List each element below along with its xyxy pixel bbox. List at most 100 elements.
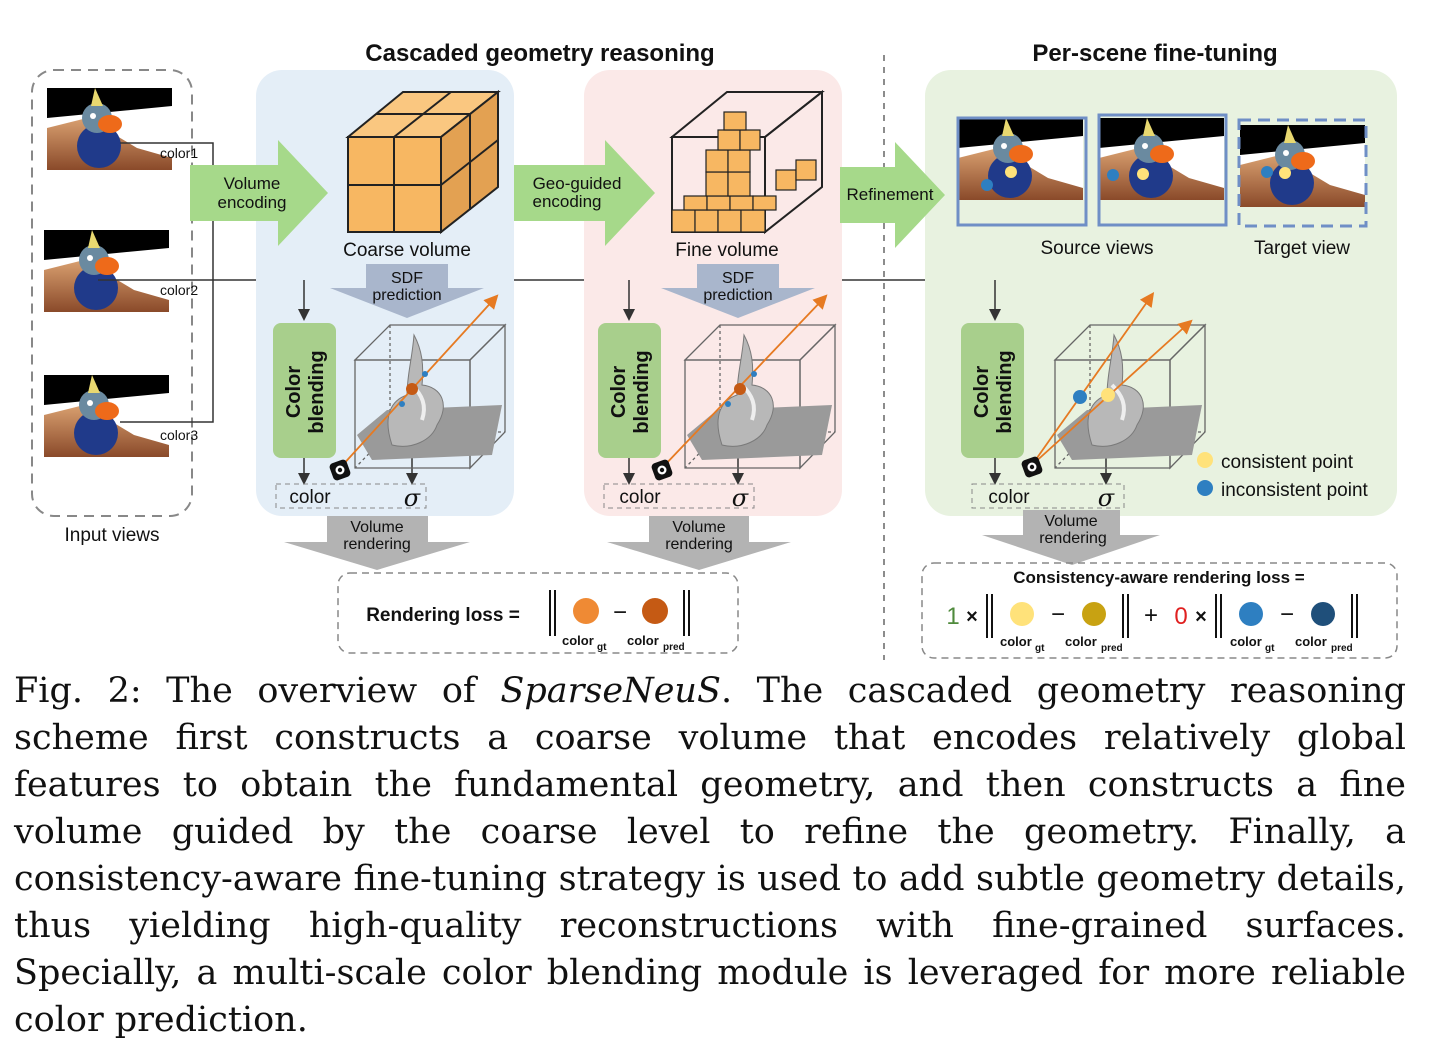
fine-volume-cube: [669, 89, 825, 235]
svg-text:+: +: [1144, 602, 1158, 629]
sdf-prediction-coarse: SDF prediction: [330, 264, 484, 318]
overview-figure: Cascaded geometry reasoning Per-scene fi…: [31, 40, 1398, 660]
output-coarse: color σ: [275, 483, 427, 512]
svg-text:color: color: [1065, 634, 1097, 649]
input-view-3: [44, 375, 169, 457]
output-finetune: color σ: [971, 483, 1125, 512]
geo-guided-arrow: Geo-guided encoding: [514, 140, 655, 246]
rendering-loss-box: Rendering loss = − color gt color pred: [337, 572, 739, 654]
svg-text:0: 0: [1174, 603, 1187, 630]
target-view-label: Target view: [1254, 238, 1350, 259]
svg-text:gt: gt: [597, 642, 607, 653]
svg-text:encoding: encoding: [532, 192, 601, 211]
color-blending-coarse: Color blending: [273, 323, 336, 458]
inconsistent-pred-dot: [1311, 602, 1335, 626]
source-view-1: [956, 116, 1088, 227]
svg-text:color: color: [1000, 634, 1032, 649]
svg-text:pred: pred: [1101, 643, 1123, 654]
input-view-2: [44, 230, 169, 312]
output-fine: color σ: [603, 483, 755, 512]
target-view: [1237, 118, 1368, 228]
svg-text:Volume: Volume: [350, 519, 403, 536]
svg-text:rendering: rendering: [343, 536, 411, 553]
svg-text:rendering: rendering: [1039, 530, 1107, 547]
cascaded-title: Cascaded geometry reasoning: [365, 40, 714, 67]
consistency-loss-box: Consistency-aware rendering loss = 1 × −…: [921, 562, 1398, 659]
svg-text:Rendering loss =: Rendering loss =: [366, 605, 520, 626]
color2-label: color2: [160, 282, 198, 298]
svg-text:1: 1: [946, 603, 959, 630]
svg-text:blending: blending: [631, 350, 653, 433]
svg-text:Volume: Volume: [672, 519, 725, 536]
refinement-arrow: Refinement: [840, 142, 945, 248]
svg-text:Color: Color: [283, 366, 305, 418]
color-blending-fine: Color blending: [598, 323, 661, 458]
caption-body: . The cascaded geometry reasoning scheme…: [14, 671, 1406, 1040]
svg-text:color: color: [619, 487, 661, 508]
caption-prefix: Fig. 2: The overview of: [14, 671, 501, 711]
svg-text:−: −: [613, 599, 627, 626]
svg-text:pred: pred: [1331, 643, 1353, 654]
svg-text:gt: gt: [1265, 643, 1275, 654]
color3-label: color3: [160, 427, 198, 443]
color-gt-dot: [573, 598, 599, 624]
svg-text:Geo-guided: Geo-guided: [533, 174, 622, 193]
svg-text:inconsistent point: inconsistent point: [1221, 480, 1369, 501]
svg-text:color: color: [1230, 634, 1262, 649]
svg-text:rendering: rendering: [665, 536, 733, 553]
svg-text:Color: Color: [971, 366, 993, 418]
svg-text:Volume: Volume: [1044, 513, 1097, 530]
point-legend: consistent point inconsistent point: [1197, 452, 1369, 501]
sdf-prediction-fine: SDF prediction: [661, 264, 815, 318]
svg-text:color: color: [1295, 634, 1327, 649]
svg-text:Refinement: Refinement: [847, 185, 934, 204]
svg-text:color: color: [562, 633, 594, 648]
svg-text:encoding: encoding: [217, 193, 286, 212]
svg-text:σ: σ: [732, 484, 749, 512]
svg-text:pred: pred: [663, 642, 685, 653]
svg-text:Consistency-aware rendering lo: Consistency-aware rendering loss =: [1013, 568, 1305, 587]
volume-encoding-arrow: Volume encoding: [190, 140, 328, 246]
volume-rendering-fine: Volume rendering: [607, 516, 791, 570]
svg-text:σ: σ: [404, 484, 421, 512]
figure-caption: Fig. 2: The overview of SparseNeuS. The …: [14, 668, 1406, 1044]
svg-text:consistent point: consistent point: [1221, 452, 1354, 473]
color-blending-finetune: Color blending: [961, 323, 1024, 458]
inconsistent-gt-dot: [1239, 602, 1263, 626]
finetune-title: Per-scene fine-tuning: [1032, 40, 1277, 67]
svg-text:−: −: [1280, 601, 1294, 628]
svg-text:−: −: [1051, 601, 1065, 628]
svg-text:SDF: SDF: [722, 270, 754, 287]
volume-rendering-finetune: Volume rendering: [982, 510, 1160, 565]
svg-text:SDF: SDF: [391, 270, 423, 287]
finetune-ray-box: [1020, 292, 1207, 479]
svg-text:×: ×: [1195, 606, 1207, 628]
svg-text:prediction: prediction: [703, 287, 772, 304]
svg-text:blending: blending: [994, 350, 1016, 433]
svg-text:color: color: [289, 487, 331, 508]
svg-text:gt: gt: [1035, 643, 1045, 654]
svg-text:σ: σ: [1098, 484, 1115, 512]
fine-volume-label: Fine volume: [675, 240, 779, 261]
svg-text:blending: blending: [306, 350, 328, 433]
volume-rendering-coarse: Volume rendering: [284, 516, 470, 570]
color1-label: color1: [160, 145, 198, 161]
source-views-label: Source views: [1041, 238, 1154, 259]
svg-text:Color: Color: [608, 366, 630, 418]
color-connector-lines: [98, 142, 995, 423]
svg-text:prediction: prediction: [372, 287, 441, 304]
svg-text:Volume: Volume: [224, 174, 281, 193]
source-view-2: [1097, 113, 1228, 227]
coarse-volume-label: Coarse volume: [343, 240, 471, 261]
coarse-volume-cube: [345, 89, 501, 235]
svg-text:color: color: [627, 633, 659, 648]
fine-ray-box: [650, 294, 837, 482]
svg-text:×: ×: [966, 606, 978, 628]
coarse-ray-box: [328, 294, 507, 482]
svg-text:color: color: [988, 487, 1030, 508]
color-pred-dot: [642, 598, 668, 624]
consistent-gt-dot: [1010, 602, 1034, 626]
input-view-1: [47, 88, 172, 170]
input-views-panel: color1 color2 color3 Input views: [31, 69, 198, 546]
caption-method-name: SparseNeuS: [500, 671, 721, 711]
